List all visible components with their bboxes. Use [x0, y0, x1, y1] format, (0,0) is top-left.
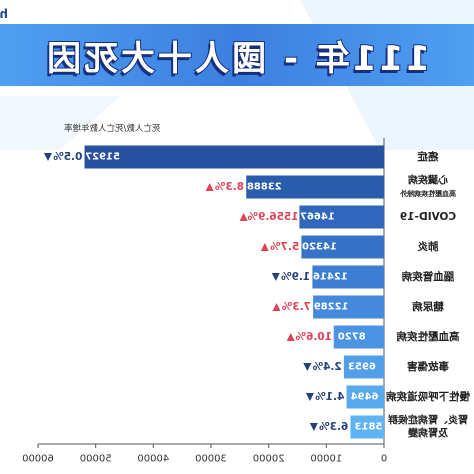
- bar: [299, 205, 384, 229]
- arrow-down-icon: [303, 363, 312, 371]
- bar: [343, 355, 384, 379]
- x-tick-label: 20000: [253, 454, 285, 465]
- bar: [350, 415, 384, 439]
- arrow-down-icon: [43, 153, 52, 161]
- category-label: 癌症: [417, 150, 438, 163]
- bar: [84, 145, 385, 169]
- growth-label: 1556.9%: [247, 211, 299, 223]
- bar: [246, 175, 384, 199]
- growth-label: 10.6%: [295, 331, 332, 343]
- growth-label: 2.4%: [312, 361, 342, 373]
- arrow-down-icon: [271, 273, 280, 281]
- bar-value-label: 12289: [314, 302, 349, 313]
- arrow-down-icon: [309, 423, 318, 431]
- arrow-up-icon: [272, 303, 281, 311]
- bar-value-label: 14667: [300, 212, 335, 223]
- category-label: 心臟疾病: [408, 174, 448, 187]
- bar: [313, 295, 384, 319]
- bar-value-label: 23888: [247, 182, 282, 193]
- growth-label: 8.3%: [214, 181, 244, 193]
- category-label: 肺炎: [417, 240, 438, 253]
- category-label: 腦血管疾病: [401, 270, 454, 283]
- x-tick-label: 60000: [22, 454, 54, 465]
- category-label: 高血壓性疾病除外: [400, 189, 456, 198]
- category-label: 腎炎、腎病症候群: [388, 414, 468, 427]
- arrow-up-icon: [239, 213, 248, 221]
- growth-label: 1.9%: [281, 271, 311, 283]
- bar: [301, 235, 384, 259]
- arrow-up-icon: [260, 243, 269, 251]
- category-label: COVID-19: [400, 211, 456, 223]
- bar-value-label: 12416: [313, 272, 348, 283]
- growth-label: 5.7%: [270, 241, 300, 253]
- category-label: 及腎病變: [407, 427, 448, 440]
- bar-value-label: 6494: [351, 392, 379, 403]
- category-label: 事故傷害: [407, 360, 449, 373]
- x-tick-label: 0: [381, 454, 387, 465]
- bar-value-label: 8720: [338, 332, 366, 343]
- title-band: [0, 24, 474, 86]
- x-tick-label: 10000: [310, 454, 342, 465]
- bar: [312, 265, 384, 289]
- x-tick-label: 50000: [80, 454, 112, 465]
- x-tick-label: 40000: [137, 454, 169, 465]
- arrow-up-icon: [205, 183, 214, 191]
- category-label: 糖尿病: [412, 300, 444, 313]
- category-label: 慢性下呼吸道疾病: [386, 390, 470, 403]
- growth-label: 6.3%: [319, 421, 349, 433]
- growth-label: 0.5%: [53, 151, 83, 163]
- arrow-down-icon: [305, 393, 314, 401]
- bar-value-label: 14320: [302, 242, 337, 253]
- bar: [346, 385, 384, 409]
- arrow-up-icon: [286, 333, 295, 341]
- growth-label: 4.1%: [315, 391, 345, 403]
- x-tick-label: 30000: [195, 454, 227, 465]
- category-label: 高血壓性疾病: [396, 330, 459, 343]
- bar-value-label: 6953: [348, 362, 376, 373]
- bar: [333, 325, 384, 349]
- bar-value-label: 5813: [355, 422, 383, 433]
- growth-label: 7.3%: [281, 301, 311, 313]
- bar-value-label: 51927: [85, 152, 120, 163]
